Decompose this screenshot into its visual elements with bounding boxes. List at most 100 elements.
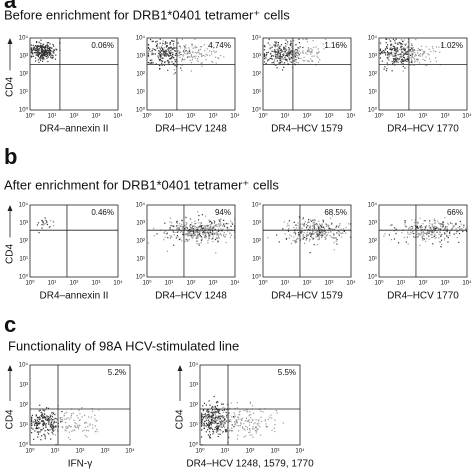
x-tick-label: 10² <box>70 281 79 287</box>
event-dot <box>288 51 291 53</box>
event-dot <box>316 55 318 57</box>
event-dot <box>198 226 200 228</box>
event-dot <box>230 402 232 404</box>
event-dot <box>207 242 209 244</box>
quadrant-percent: 0.06% <box>91 41 114 50</box>
event-dot <box>56 418 59 421</box>
event-dot <box>313 55 315 57</box>
event-dot <box>325 231 327 234</box>
event-dot <box>438 233 440 235</box>
x-tick-label: 10⁰ <box>374 113 384 120</box>
event-dot <box>48 53 51 56</box>
event-dot <box>190 54 192 56</box>
event-dot <box>207 422 210 424</box>
event-dot <box>291 57 293 60</box>
event-dot <box>207 417 209 419</box>
event-dot <box>205 225 208 227</box>
event-dot <box>212 418 214 420</box>
event-dot <box>421 229 423 231</box>
event-dot <box>416 60 418 62</box>
event-dot <box>396 47 398 49</box>
event-dot <box>196 235 198 237</box>
event-dot <box>172 48 174 50</box>
event-dot <box>205 228 208 230</box>
event-dot <box>164 61 166 63</box>
event-dot <box>196 230 198 232</box>
event-dot <box>31 424 33 427</box>
event-dot <box>96 428 98 431</box>
event-dot <box>274 419 276 421</box>
event-dot <box>42 224 44 226</box>
event-dot <box>43 421 45 423</box>
event-dot <box>211 226 213 229</box>
event-dot <box>208 50 211 52</box>
event-dot <box>166 42 168 44</box>
event-dot <box>201 65 203 67</box>
event-dot <box>96 420 98 422</box>
event-dot <box>322 234 324 236</box>
event-dot <box>445 233 447 235</box>
event-dot <box>387 58 390 60</box>
event-dot <box>180 69 183 72</box>
plot-frame <box>199 364 301 446</box>
event-dot <box>51 420 53 422</box>
event-dot <box>69 438 71 441</box>
event-dot <box>276 41 278 43</box>
event-dot <box>42 221 44 223</box>
event-dot <box>416 225 418 228</box>
event-dot <box>235 420 238 423</box>
event-dot <box>159 60 161 62</box>
event-dot <box>399 43 402 45</box>
quadrant-percent: 68.5% <box>324 208 347 217</box>
event-dot <box>331 223 333 225</box>
event-dot <box>409 57 411 59</box>
event-dot <box>209 415 211 418</box>
event-dot <box>151 50 153 52</box>
event-dot <box>212 232 214 234</box>
x-axis-label: IFN-γ <box>68 459 92 470</box>
event-dot <box>186 52 188 54</box>
event-dot <box>197 236 199 238</box>
event-dot <box>205 425 207 427</box>
event-dot <box>322 230 324 232</box>
y-axis-label: CD4 <box>175 409 186 429</box>
event-dot <box>280 51 282 53</box>
event-dot <box>191 56 193 58</box>
event-dot <box>32 49 34 51</box>
event-dot <box>173 40 175 42</box>
event-dot <box>44 430 46 432</box>
event-dot <box>170 40 173 42</box>
event-dot <box>192 235 194 238</box>
event-dot <box>218 230 220 232</box>
y-tick-label: 10⁴ <box>189 362 199 369</box>
event-dot <box>148 50 150 52</box>
event-dot <box>210 232 212 234</box>
event-dot <box>385 54 387 56</box>
event-dot <box>173 225 175 228</box>
event-dot <box>386 44 389 46</box>
event-dot <box>43 413 46 415</box>
event-dot <box>449 232 451 234</box>
event-dot <box>412 230 414 233</box>
event-dot <box>267 237 269 239</box>
event-dot <box>44 419 47 421</box>
event-dot <box>443 239 446 241</box>
event-dot <box>48 51 50 53</box>
event-dot <box>220 423 222 426</box>
quadrant-percent: 5.5% <box>278 368 296 377</box>
event-dot <box>47 418 50 420</box>
event-dot <box>322 221 325 223</box>
event-dot <box>395 61 397 63</box>
event-dot <box>294 231 296 233</box>
event-dot <box>191 226 194 228</box>
event-dot <box>333 228 335 231</box>
event-dot <box>156 40 158 42</box>
event-dot <box>417 232 419 235</box>
event-dot <box>38 61 40 63</box>
event-dot <box>41 421 43 423</box>
event-dot <box>379 50 382 52</box>
event-dot <box>194 233 196 235</box>
event-dot <box>222 411 225 413</box>
event-dot <box>211 411 213 413</box>
event-dot <box>31 50 33 52</box>
